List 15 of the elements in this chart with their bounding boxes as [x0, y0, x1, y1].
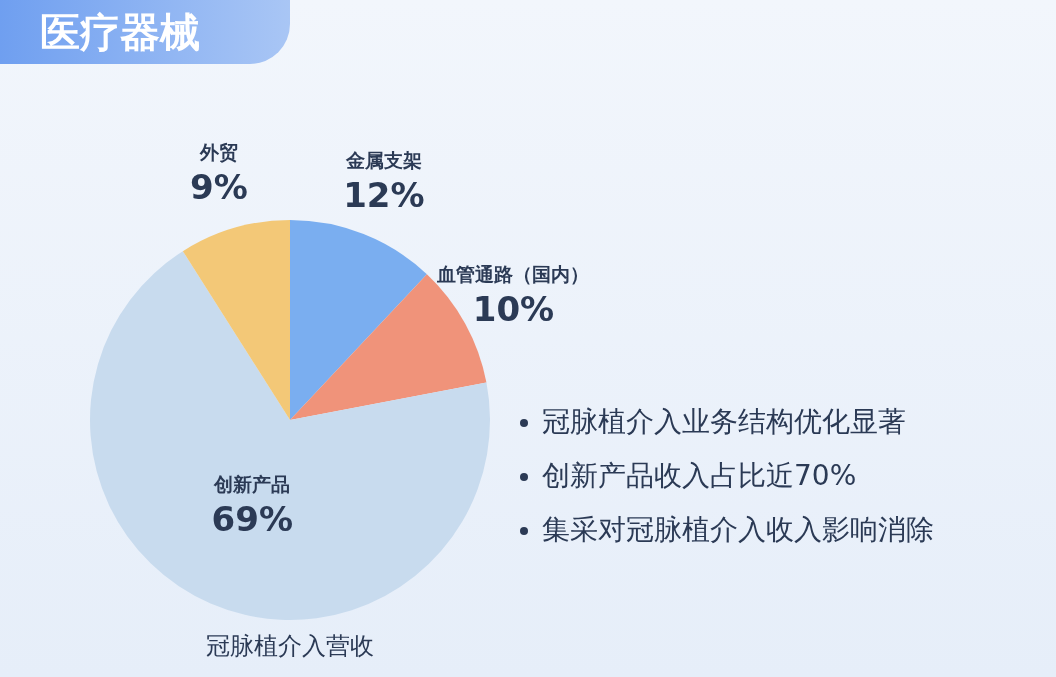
text: 冠脉植介入营收	[205, 631, 375, 662]
pie-slice	[182, 220, 290, 420]
data-label: 12%	[343, 174, 425, 215]
slice-label: 外贸	[198, 141, 238, 164]
data-label: 69%	[211, 499, 293, 540]
data-label: 10%	[472, 289, 555, 330]
slice-label: 创新产品	[213, 473, 291, 496]
text: 创新产品收入占比近70%	[542, 459, 857, 492]
slice-label: 金属支架	[344, 148, 422, 171]
slice-label: 血管通路（国内）	[436, 263, 590, 286]
chart-title: 医疗器械	[0, 0, 290, 64]
pie-slice	[290, 220, 427, 420]
data-label: 9%	[189, 167, 248, 208]
text: 冠脉植介入业务结构优化显著	[542, 405, 906, 438]
text: 集采对冠脉植介入收入影响消除	[542, 513, 934, 546]
